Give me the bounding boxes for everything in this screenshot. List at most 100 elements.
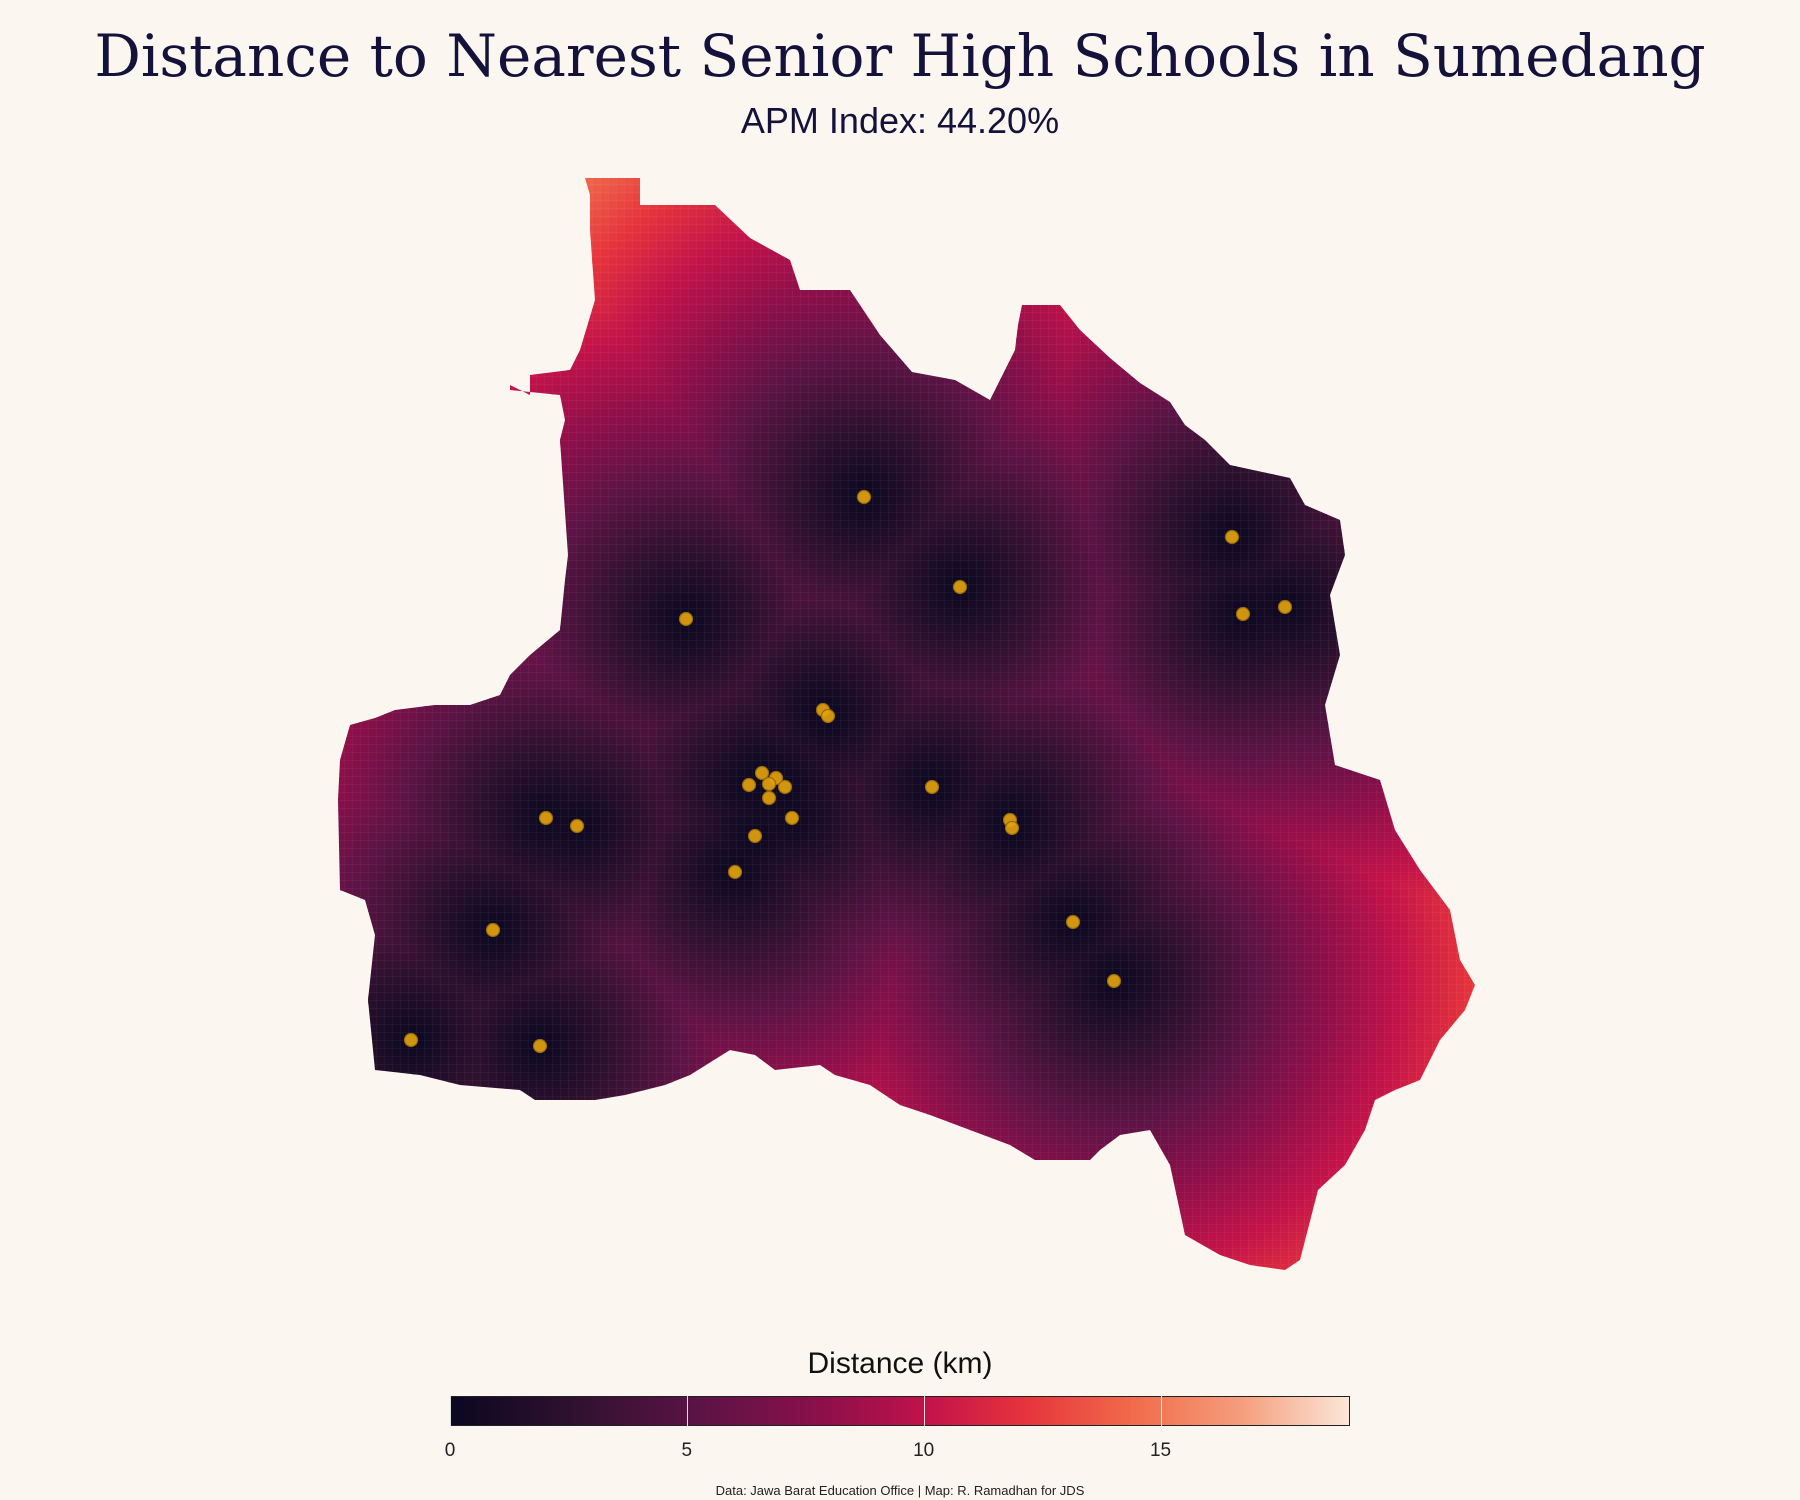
- raster-cell: [456, 218, 465, 227]
- raster-cell: [888, 178, 897, 187]
- raster-cell: [920, 234, 929, 243]
- raster-cell: [352, 266, 361, 275]
- raster-cell: [504, 194, 513, 203]
- raster-cell: [480, 210, 489, 219]
- raster-cell: [464, 202, 473, 211]
- raster-cell: [504, 410, 513, 419]
- raster-cell: [328, 274, 337, 283]
- raster-cell: [1056, 202, 1065, 211]
- raster-cell: [1432, 378, 1441, 387]
- raster-cell: [320, 370, 329, 379]
- raster-cell: [1224, 322, 1233, 331]
- raster-cell: [368, 338, 377, 347]
- raster-cell: [496, 226, 505, 235]
- raster-cell: [1336, 282, 1345, 291]
- raster-cell: [1344, 178, 1353, 179]
- raster-cell: [368, 202, 377, 211]
- raster-cell: [1264, 202, 1273, 211]
- raster-cell: [424, 178, 433, 179]
- raster-cell: [338, 306, 345, 315]
- raster-cell: [1392, 202, 1401, 211]
- raster-cell: [1024, 258, 1033, 267]
- raster-cell: [1200, 386, 1209, 395]
- raster-cell: [896, 346, 905, 355]
- raster-cell: [368, 258, 377, 267]
- raster-cell: [1224, 370, 1233, 379]
- raster-cell: [848, 178, 857, 187]
- raster-cell: [1240, 322, 1249, 331]
- raster-cell: [1344, 418, 1353, 427]
- raster-cell: [338, 266, 345, 275]
- raster-cell: [816, 242, 825, 251]
- raster-cell: [1232, 202, 1241, 211]
- raster-cell: [840, 178, 849, 179]
- raster-cell: [944, 322, 953, 331]
- raster-cell: [488, 250, 497, 259]
- raster-cell: [1224, 202, 1233, 211]
- raster-cell: [1440, 354, 1449, 363]
- raster-cell: [776, 186, 785, 195]
- raster-cell: [528, 218, 537, 227]
- raster-cell: [752, 178, 761, 187]
- raster-cell: [1208, 306, 1217, 315]
- raster-cell: [344, 402, 353, 411]
- raster-cell: [1344, 298, 1353, 307]
- raster-cell: [384, 178, 393, 179]
- raster-cell: [1120, 338, 1129, 347]
- raster-cell: [1312, 258, 1321, 267]
- raster-cell: [880, 226, 889, 235]
- raster-cell: [1368, 178, 1377, 187]
- raster-cell: [1416, 210, 1425, 219]
- raster-cell: [1360, 362, 1369, 371]
- raster-cell: [1296, 178, 1305, 187]
- raster-cell: [560, 266, 569, 275]
- raster-cell: [488, 418, 497, 427]
- raster-cell: [1080, 306, 1089, 315]
- raster-cell: [1248, 322, 1257, 331]
- raster-cell: [1168, 234, 1177, 243]
- raster-cell: [1104, 194, 1113, 203]
- raster-cell: [1096, 290, 1105, 299]
- raster-cell: [1336, 290, 1345, 299]
- raster-cell: [912, 234, 921, 243]
- raster-cell: [1232, 330, 1241, 339]
- raster-cell: [1416, 242, 1425, 251]
- raster-cell: [320, 234, 329, 243]
- raster-cell: [1352, 210, 1361, 219]
- raster-cell: [1032, 202, 1041, 211]
- raster-cell: [856, 202, 865, 211]
- raster-cell: [1104, 202, 1113, 211]
- raster-cell: [448, 354, 457, 363]
- raster-cell: [1296, 290, 1305, 299]
- raster-cell: [1296, 338, 1305, 347]
- raster-cell: [992, 250, 1001, 259]
- raster-cell: [1080, 242, 1089, 251]
- raster-cell: [1128, 338, 1137, 347]
- raster-cell: [1352, 354, 1361, 363]
- raster-cell: [338, 194, 345, 203]
- raster-cell: [568, 322, 577, 331]
- raster-cell: [896, 210, 905, 219]
- raster-cell: [512, 218, 521, 227]
- raster-cell: [320, 178, 329, 187]
- raster-cell: [1040, 234, 1049, 243]
- raster-cell: [360, 322, 369, 331]
- raster-cell: [1408, 322, 1417, 331]
- raster-cell: [424, 266, 433, 275]
- raster-cell: [504, 290, 513, 299]
- raster-cell: [1320, 314, 1329, 323]
- raster-cell: [1016, 226, 1025, 235]
- raster-cell: [1456, 258, 1465, 267]
- raster-cell: [920, 354, 929, 363]
- raster-cell: [992, 234, 1001, 243]
- raster-cell: [1472, 178, 1475, 179]
- raster-cell: [376, 346, 385, 355]
- raster-cell: [1232, 378, 1241, 387]
- raster-cell: [1456, 426, 1465, 435]
- raster-cell: [856, 266, 865, 275]
- raster-cell: [1144, 266, 1153, 275]
- raster-cell: [1408, 194, 1417, 203]
- raster-cell: [352, 322, 361, 331]
- raster-cell: [416, 282, 425, 291]
- raster-cell: [1248, 250, 1257, 259]
